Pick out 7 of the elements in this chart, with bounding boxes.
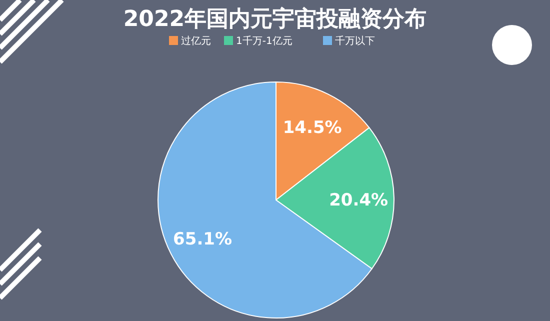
data-label: 20.4% <box>329 190 388 210</box>
data-label: 65.1% <box>173 230 232 250</box>
data-label: 14.5% <box>282 118 342 138</box>
legend-label: 1千万-1亿元 <box>236 35 292 47</box>
legend-label: 千万以下 <box>335 35 375 47</box>
chart-title: 2022年国内元宇宙投融资分布 <box>123 6 427 32</box>
legend-label: 过亿元 <box>181 35 211 47</box>
